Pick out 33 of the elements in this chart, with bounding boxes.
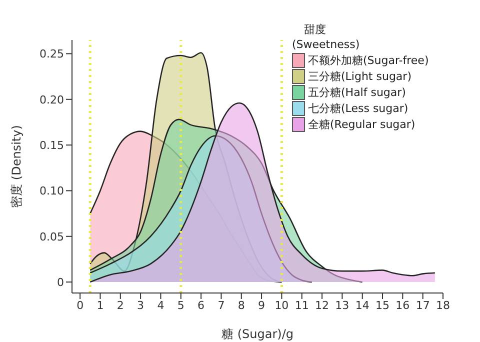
x-tick-label: 9 xyxy=(258,298,266,312)
x-tick-label: 6 xyxy=(198,298,205,312)
x-tick-label: 10 xyxy=(274,298,289,312)
x-tick-label: 17 xyxy=(416,298,430,312)
x-tick-label: 7 xyxy=(218,298,225,312)
legend-label: 七分糖(Less sugar) xyxy=(308,100,408,116)
y-tick-label: 0.15 xyxy=(40,138,64,152)
legend-label: 不额外加糖(Sugar-free) xyxy=(308,52,429,68)
y-tick-label: 0.05 xyxy=(40,230,64,244)
x-tick-label: 4 xyxy=(157,298,164,312)
x-tick-label: 13 xyxy=(335,298,350,312)
x-tick-label: 5 xyxy=(177,298,184,312)
legend-label: 五分糖(Half sugar) xyxy=(308,84,406,100)
x-axis-title: 糖 (Sugar)/g xyxy=(222,327,294,341)
x-tick-label: 14 xyxy=(355,298,370,312)
y-tick-label: 0.20 xyxy=(40,93,64,106)
x-tick-label: 0 xyxy=(76,298,84,312)
y-tick-label: 0.10 xyxy=(40,184,64,198)
legend-label: 三分糖(Light sugar) xyxy=(308,68,412,84)
y-tick-label: 0.25 xyxy=(40,48,64,61)
legend-title: 甜度 (Sweetness) xyxy=(292,22,361,52)
x-tick-label: 3 xyxy=(137,298,144,312)
x-tick-label: 15 xyxy=(376,298,390,312)
x-tick-label: 2 xyxy=(116,298,124,312)
y-axis-title: 密度 (Density) xyxy=(9,125,24,208)
x-tick-label: 8 xyxy=(238,298,245,312)
x-tick-label: 1 xyxy=(96,298,104,312)
x-tick-label: 12 xyxy=(315,298,330,312)
y-tick-label: 0 xyxy=(57,276,64,289)
x-tick-label: 16 xyxy=(396,298,410,312)
x-tick-label: 18 xyxy=(436,298,450,312)
legend-label: 全糖(Regular sugar) xyxy=(308,116,416,132)
x-tick-label: 11 xyxy=(294,298,309,312)
